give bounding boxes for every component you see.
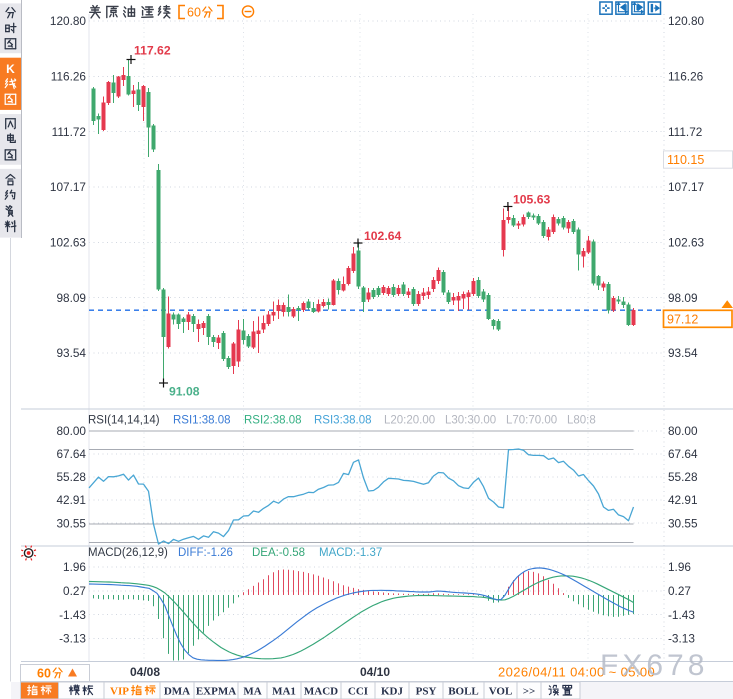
svg-text:RSI1:38.08: RSI1:38.08 xyxy=(173,415,231,427)
svg-text:L20:20.00: L20:20.00 xyxy=(384,415,435,427)
svg-text:30.55: 30.55 xyxy=(56,516,86,530)
svg-text:60: 60 xyxy=(37,667,51,681)
svg-text:0.27: 0.27 xyxy=(63,584,86,598)
svg-text:MACD:-1.37: MACD:-1.37 xyxy=(319,547,382,559)
svg-text:-3.13: -3.13 xyxy=(59,632,86,646)
svg-text:102.63: 102.63 xyxy=(668,236,705,250)
svg-text:04/10: 04/10 xyxy=(360,665,390,679)
svg-text:DMA: DMA xyxy=(164,686,190,698)
svg-text:98.09: 98.09 xyxy=(668,291,698,305)
svg-text:93.54: 93.54 xyxy=(668,346,698,360)
svg-text:60: 60 xyxy=(187,6,201,20)
svg-text:91.08: 91.08 xyxy=(169,385,200,399)
svg-text:1.96: 1.96 xyxy=(63,560,86,574)
svg-text:55.28: 55.28 xyxy=(56,470,86,484)
svg-text:DEA:-0.58: DEA:-0.58 xyxy=(252,547,305,559)
svg-text:MACD(26,12,9): MACD(26,12,9) xyxy=(88,547,168,559)
svg-text:55.28: 55.28 xyxy=(668,470,698,484)
svg-text:L30:30.00: L30:30.00 xyxy=(445,415,496,427)
svg-text:BOLL: BOLL xyxy=(448,686,479,698)
svg-text:04/08: 04/08 xyxy=(130,665,160,679)
svg-text:MA: MA xyxy=(243,686,261,698)
svg-text:107.17: 107.17 xyxy=(668,180,704,194)
svg-text:K: K xyxy=(6,62,15,76)
svg-text:RSI2:38.08: RSI2:38.08 xyxy=(244,415,302,427)
svg-text:105.63: 105.63 xyxy=(513,193,550,207)
svg-text:L80:8: L80:8 xyxy=(567,415,596,427)
svg-text:MACD: MACD xyxy=(304,686,338,698)
svg-text:42.91: 42.91 xyxy=(56,493,86,507)
svg-text:DIFF:-1.26: DIFF:-1.26 xyxy=(178,547,233,559)
svg-text:98.09: 98.09 xyxy=(56,291,86,305)
svg-text:-3.13: -3.13 xyxy=(668,632,695,646)
svg-text:67.64: 67.64 xyxy=(668,447,698,461)
svg-text:KDJ: KDJ xyxy=(381,686,404,698)
svg-text:116.26: 116.26 xyxy=(668,70,704,84)
svg-text:VIP: VIP xyxy=(110,686,129,698)
svg-text:93.54: 93.54 xyxy=(56,346,86,360)
svg-text:RSI3:38.08: RSI3:38.08 xyxy=(314,415,372,427)
svg-text:2026/04/11 04:00 ~ 05:00: 2026/04/11 04:00 ~ 05:00 xyxy=(498,664,655,679)
svg-text:110.15: 110.15 xyxy=(667,153,704,167)
svg-text:111.72: 111.72 xyxy=(668,125,702,139)
svg-text:PSY: PSY xyxy=(416,686,437,698)
svg-text:RSI(14,14,14): RSI(14,14,14) xyxy=(88,415,160,427)
svg-text:116.26: 116.26 xyxy=(51,70,87,84)
svg-text:MA1: MA1 xyxy=(272,686,296,698)
svg-text:1.96: 1.96 xyxy=(668,560,691,574)
svg-text:120.80: 120.80 xyxy=(668,14,705,28)
svg-text:CCI: CCI xyxy=(348,686,368,698)
svg-text:EXPMA: EXPMA xyxy=(196,686,236,698)
svg-text:FX678: FX678 xyxy=(600,649,708,682)
svg-text:117.62: 117.62 xyxy=(134,44,171,58)
svg-text:111.72: 111.72 xyxy=(52,125,86,139)
svg-text:67.64: 67.64 xyxy=(56,447,86,461)
svg-text:L70:70.00: L70:70.00 xyxy=(506,415,557,427)
svg-text:80.00: 80.00 xyxy=(56,424,86,438)
svg-text:80.00: 80.00 xyxy=(668,424,698,438)
svg-text:102.64: 102.64 xyxy=(364,229,401,243)
svg-text:102.63: 102.63 xyxy=(50,236,87,250)
svg-text:-1.43: -1.43 xyxy=(59,608,86,622)
svg-text:-1.43: -1.43 xyxy=(668,608,695,622)
svg-text:VOL: VOL xyxy=(489,686,513,698)
svg-text:97.12: 97.12 xyxy=(667,312,698,326)
svg-text:0.27: 0.27 xyxy=(668,584,691,598)
svg-text:>>: >> xyxy=(523,686,536,698)
svg-text:120.80: 120.80 xyxy=(50,14,87,28)
svg-text:30.55: 30.55 xyxy=(668,516,698,530)
svg-text:107.17: 107.17 xyxy=(50,180,86,194)
svg-text:42.91: 42.91 xyxy=(668,493,698,507)
